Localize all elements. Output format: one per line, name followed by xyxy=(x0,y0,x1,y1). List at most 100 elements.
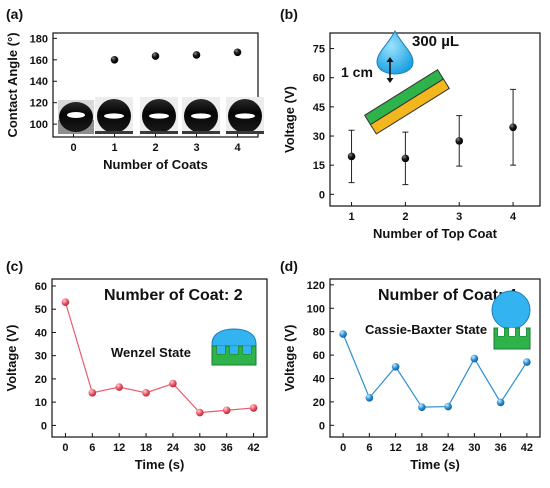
y-tick-label-d-3: 60 xyxy=(313,350,325,362)
cassie-baxter-state-icon xyxy=(491,290,531,350)
y-tick-label-d-5: 100 xyxy=(307,303,325,315)
wenzel-state-icon xyxy=(211,328,257,366)
droplet-photo-1 xyxy=(95,97,133,134)
x-tick-label-d-3: 18 xyxy=(416,442,428,454)
y-tick-label-a-1: 120 xyxy=(30,98,48,110)
y-tick-label-d-4: 80 xyxy=(313,327,325,339)
data-point-b-0 xyxy=(347,152,356,161)
y-tick-label-b-0: 0 xyxy=(319,189,325,201)
y-tick-label-c-6: 60 xyxy=(35,281,47,293)
x-tick-label-b-1: 2 xyxy=(402,211,408,223)
x-tick-label-d-7: 42 xyxy=(521,442,533,454)
x-tick-label-d-6: 36 xyxy=(495,442,507,454)
x-tick-label-c-3: 18 xyxy=(140,442,152,454)
coat-count-label-d: Number of Coat: 4 xyxy=(378,287,517,304)
data-point-d-5 xyxy=(470,354,479,363)
data-point-c-1 xyxy=(88,389,97,397)
x-tick-label-c-4: 24 xyxy=(167,442,180,454)
data-point-d-2 xyxy=(391,362,400,371)
wetting-state-label-c: Wenzel State xyxy=(111,345,191,360)
x-tick-label-a-0: 0 xyxy=(70,142,76,154)
panel-label-b: (b) xyxy=(280,6,298,22)
data-point-a-3 xyxy=(192,51,201,59)
x-axis-label-a: Number of Coats xyxy=(103,157,208,172)
x-tick-label-d-5: 30 xyxy=(468,442,480,454)
photo-reflection xyxy=(191,113,211,119)
droplet-photo-4 xyxy=(226,97,264,134)
photo-substrate xyxy=(182,131,220,134)
x-axis-label-d: Time (s) xyxy=(410,457,460,472)
panel-label-a: (a) xyxy=(6,6,23,22)
droplet-photo-0 xyxy=(58,100,94,134)
x-tick-label-c-0: 0 xyxy=(62,442,68,454)
data-point-c-0 xyxy=(61,298,70,307)
data-point-c-5 xyxy=(196,408,204,417)
data-point-c-6 xyxy=(222,406,231,415)
chart-panel-c: 0 10 20 30 40 50 60 0 6 12 18 24 30 36 42 Time (s) Volta… xyxy=(4,278,268,472)
y-tick-label-d-1: 20 xyxy=(313,397,325,409)
y-tick-label-a-2: 140 xyxy=(30,76,48,88)
y-tick-label-c-2: 20 xyxy=(35,374,47,386)
photo-substrate xyxy=(226,131,264,134)
plot-frame-b xyxy=(329,32,541,207)
x-tick-label-a-4: 4 xyxy=(234,142,241,154)
photo-substrate xyxy=(95,131,133,134)
photo-reflection xyxy=(67,112,85,118)
chart-panel-a: 100 120 140 160 180 0 1 2 3 4 Number of Coats Conta… xyxy=(5,32,259,172)
contact-angle-droplet-photos xyxy=(58,97,264,134)
data-point-d-4 xyxy=(444,402,452,411)
chart-panel-d: 0 20 40 60 80 100 120 0 6 12 18 24 30 36 42 Time (s) Vol… xyxy=(282,278,541,472)
x-tick-label-c-2: 12 xyxy=(113,442,125,454)
panel-label-d: (d) xyxy=(280,258,298,274)
photo-reflection xyxy=(104,113,124,119)
data-point-d-6 xyxy=(496,398,505,407)
y-tick-label-b-2: 30 xyxy=(313,131,325,143)
x-tick-label-d-1: 6 xyxy=(366,442,372,454)
y-tick-label-c-0: 0 xyxy=(41,420,47,432)
y-tick-label-d-2: 40 xyxy=(313,373,325,385)
coat-count-label-c: Number of Coat: 2 xyxy=(104,287,243,304)
water-droplet-icon xyxy=(376,29,414,75)
y-axis-label-d: Voltage (V) xyxy=(282,325,297,392)
x-tick-label-b-3: 4 xyxy=(510,211,517,223)
x-tick-label-c-7: 42 xyxy=(247,442,259,454)
y-tick-label-d-0: 0 xyxy=(319,420,325,432)
data-point-d-0 xyxy=(339,330,347,338)
plot-frame-c xyxy=(51,278,268,438)
y-tick-label-c-1: 10 xyxy=(35,397,47,409)
data-point-b-1 xyxy=(401,154,410,163)
data-point-c-3 xyxy=(142,389,150,397)
y-axis-label-a: Contact Angle (°) xyxy=(5,32,20,137)
panel-label-c: (c) xyxy=(6,258,23,274)
series-line-d xyxy=(342,333,528,408)
droplet-photo-2 xyxy=(140,97,178,134)
droplet-photo-3 xyxy=(182,97,220,134)
data-point-b-3 xyxy=(509,123,517,132)
photo-reflection xyxy=(149,113,169,119)
x-tick-label-c-1: 6 xyxy=(89,442,95,454)
y-tick-label-b-5: 75 xyxy=(313,44,325,56)
photo-reflection xyxy=(235,113,255,119)
x-tick-label-c-5: 30 xyxy=(194,442,206,454)
substrate-layer xyxy=(369,78,450,135)
data-point-c-2 xyxy=(115,383,123,391)
y-tick-label-a-4: 180 xyxy=(30,33,48,45)
droplet-volume-label: 300 µL xyxy=(412,33,459,50)
drop-height-label: 1 cm xyxy=(341,64,373,80)
x-tick-label-a-2: 2 xyxy=(152,142,158,154)
data-point-d-3 xyxy=(418,403,426,411)
x-tick-label-d-0: 0 xyxy=(340,442,346,454)
x-tick-label-b-2: 3 xyxy=(456,211,462,223)
data-point-d-1 xyxy=(365,393,374,402)
x-tick-label-c-6: 36 xyxy=(221,442,233,454)
photo-substrate xyxy=(140,131,178,134)
y-tick-label-b-1: 15 xyxy=(313,160,325,172)
x-axis-label-c: Time (s) xyxy=(135,457,185,472)
tilted-plate-illustration xyxy=(363,29,450,135)
x-tick-label-d-4: 24 xyxy=(442,442,455,454)
y-tick-label-d-6: 120 xyxy=(307,280,325,292)
data-point-a-1 xyxy=(110,56,119,64)
x-tick-label-b-0: 1 xyxy=(348,211,354,223)
x-tick-label-d-2: 12 xyxy=(390,442,402,454)
